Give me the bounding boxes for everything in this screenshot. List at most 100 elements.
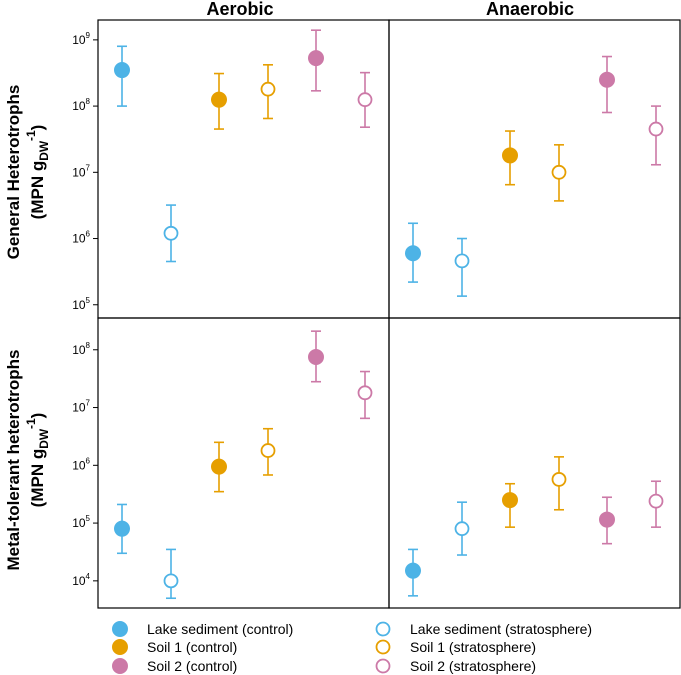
data-point-soil-1-control xyxy=(502,482,518,528)
y-tick-label: 107 xyxy=(72,399,90,415)
row-title-metal-line2: (MPN gDW-1) xyxy=(24,413,51,508)
row-title-general-line2: (MPN gDW-1) xyxy=(24,125,51,220)
y-tick-label: 108 xyxy=(72,97,90,113)
legend-marker xyxy=(375,639,391,655)
panel-r1-c0: 104 105 106 107 108 xyxy=(72,317,390,609)
legend-marker xyxy=(112,658,128,674)
data-point-soil-2-stratosphere xyxy=(648,480,664,528)
data-marker xyxy=(260,443,276,458)
y-tick-label: 107 xyxy=(72,163,90,179)
row-title-metal-close: ) xyxy=(28,413,47,419)
data-marker xyxy=(163,573,179,589)
data-marker xyxy=(502,492,518,509)
data-marker xyxy=(260,81,276,97)
data-point-soil-2-stratosphere xyxy=(648,105,664,166)
legend-item: Soil 1 (stratosphere) xyxy=(375,639,536,655)
panel-frame xyxy=(97,19,390,319)
column-title-anaerobic: Anaerobic xyxy=(486,0,574,19)
y-tick-label: 108 xyxy=(72,341,90,357)
data-marker xyxy=(211,91,227,108)
data-point-soil-1-stratosphere xyxy=(260,64,276,120)
data-point-soil-1-control xyxy=(211,441,227,493)
data-marker xyxy=(454,253,470,269)
row-title-metal-line1: Metal-tolerant heterotrophs xyxy=(4,349,23,570)
legend-item: Lake sediment (stratosphere) xyxy=(375,621,592,637)
y-tick-label: 105 xyxy=(72,296,90,312)
data-marker xyxy=(114,520,130,537)
legend-label: Soil 1 (stratosphere) xyxy=(410,639,536,655)
data-point-soil-2-control xyxy=(308,330,324,383)
panel-r0-c0: 105 106 107 108 109 xyxy=(72,19,390,319)
data-point-soil-2-control xyxy=(308,29,324,92)
y-tick-label: 106 xyxy=(72,230,90,246)
row-title-general-line1: General Heterotrophs xyxy=(4,85,23,260)
row-title-metal-superscript: -1 xyxy=(24,418,38,429)
data-point-lake-sediment-stratosphere xyxy=(163,548,179,600)
row-title-general-superscript: -1 xyxy=(24,130,38,141)
column-title-aerobic: Aerobic xyxy=(206,0,273,19)
data-marker xyxy=(308,50,324,67)
data-marker xyxy=(357,385,373,401)
row-title-metal-unit: (MPN g xyxy=(28,449,47,508)
data-point-soil-2-control xyxy=(599,55,615,114)
data-point-soil-1-stratosphere xyxy=(260,427,276,476)
data-marker xyxy=(405,562,421,579)
row-title-metal-tolerant-heterotrophs: Metal-tolerant heterotrophs (MPN gDW-1) xyxy=(4,349,51,570)
data-marker xyxy=(648,121,664,137)
data-marker xyxy=(308,348,324,365)
data-marker xyxy=(357,92,373,108)
data-point-lake-sediment-control xyxy=(405,222,421,283)
data-point-soil-1-stratosphere xyxy=(551,456,567,511)
legend: Lake sediment (control) Lake sediment (st… xyxy=(112,621,592,674)
data-marker xyxy=(502,147,518,164)
data-point-lake-sediment-control xyxy=(405,548,421,597)
row-title-general-heterotrophs: General Heterotrophs (MPN gDW-1) xyxy=(4,85,51,260)
panel-frame xyxy=(97,317,390,609)
data-marker xyxy=(163,225,179,241)
row-title-general-unit: (MPN g xyxy=(28,161,47,220)
panel-frame xyxy=(388,317,681,609)
legend-item: Soil 2 (control) xyxy=(112,658,237,674)
legend-label: Lake sediment (control) xyxy=(147,621,293,637)
y-tick-label: 106 xyxy=(72,456,90,472)
legend-marker xyxy=(112,639,128,655)
y-tick-label: 104 xyxy=(72,572,90,588)
legend-label: Soil 2 (stratosphere) xyxy=(410,658,536,674)
data-point-soil-2-stratosphere xyxy=(357,370,373,420)
data-point-soil-2-control xyxy=(599,496,615,545)
row-title-general-close: ) xyxy=(28,125,47,131)
data-point-lake-sediment-control xyxy=(114,45,130,107)
legend-marker xyxy=(112,621,128,637)
legend-label: Soil 1 (control) xyxy=(147,639,237,655)
data-marker xyxy=(648,493,664,509)
data-point-lake-sediment-control xyxy=(114,503,130,555)
data-marker xyxy=(599,71,615,88)
y-tick-label: 105 xyxy=(72,514,90,530)
legend-label: Soil 2 (control) xyxy=(147,658,237,674)
row-title-metal-subscript: DW xyxy=(37,428,51,449)
data-point-lake-sediment-stratosphere xyxy=(163,204,179,263)
data-point-soil-1-stratosphere xyxy=(551,144,567,202)
data-point-soil-1-control xyxy=(502,130,518,186)
legend-marker xyxy=(375,621,391,637)
legend-item: Lake sediment (control) xyxy=(112,621,293,637)
data-point-soil-2-stratosphere xyxy=(357,71,373,128)
legend-item: Soil 2 (stratosphere) xyxy=(375,658,536,674)
row-title-general-subscript: DW xyxy=(37,140,51,161)
data-point-soil-1-control xyxy=(211,72,227,130)
data-marker xyxy=(551,164,567,180)
legend-item: Soil 1 (control) xyxy=(112,639,237,655)
data-marker xyxy=(551,472,567,487)
data-point-lake-sediment-stratosphere xyxy=(454,237,470,297)
legend-label: Lake sediment (stratosphere) xyxy=(410,621,592,637)
y-tick-label: 109 xyxy=(72,31,90,47)
panel-r1-c1 xyxy=(388,317,681,609)
data-marker xyxy=(599,511,615,528)
chart-panels: 105 106 107 108 109 104 105 106 107 108 xyxy=(72,19,681,609)
data-marker xyxy=(454,521,470,537)
panel-frame xyxy=(388,19,681,319)
data-point-lake-sediment-stratosphere xyxy=(454,501,470,556)
panel-r0-c1 xyxy=(388,19,681,319)
legend-marker xyxy=(375,658,391,674)
